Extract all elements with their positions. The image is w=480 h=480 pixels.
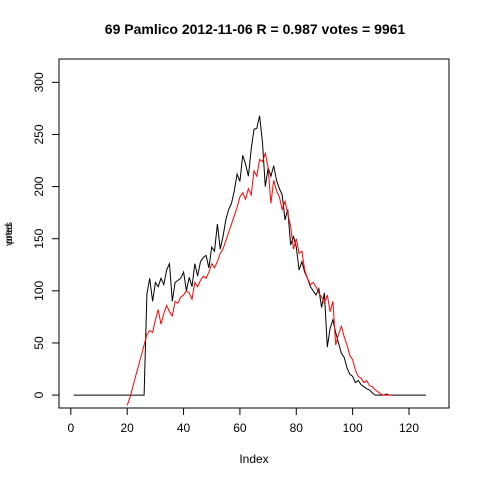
y-axis-label-votes: votes xyxy=(4,222,15,246)
x-axis: 0 20 40 60 80 100 120 xyxy=(67,407,419,435)
x-tick-label: 80 xyxy=(290,421,304,435)
plot-frame xyxy=(58,58,450,409)
y-tick-label: 200 xyxy=(32,176,46,196)
series-votes-line xyxy=(73,115,426,396)
y-tick-label: 300 xyxy=(32,72,46,92)
series-pred-line xyxy=(126,151,393,406)
series-layer xyxy=(73,115,426,406)
y-axis: 0 50 100 150 200 250 300 xyxy=(32,72,60,398)
y-tick-label: 250 xyxy=(32,124,46,144)
x-tick-label: 20 xyxy=(121,421,135,435)
chart-title: 69 Pamlico 2012-11-06 R = 0.987 votes = … xyxy=(105,21,406,37)
x-axis-label: Index xyxy=(239,452,268,466)
x-tick-label: 100 xyxy=(343,421,363,435)
y-tick-label: 150 xyxy=(32,228,46,248)
y-axis-label: votes pred xyxy=(4,222,15,246)
x-tick-label: 40 xyxy=(177,421,191,435)
x-tick-label: 120 xyxy=(399,421,419,435)
y-axis-label-pred: pred xyxy=(4,224,15,244)
y-tick-label: 0 xyxy=(32,391,46,398)
x-tick-label: 60 xyxy=(233,421,247,435)
x-tick-label: 0 xyxy=(67,421,74,435)
y-tick-label: 100 xyxy=(32,281,46,301)
y-tick-label: 50 xyxy=(32,336,46,350)
